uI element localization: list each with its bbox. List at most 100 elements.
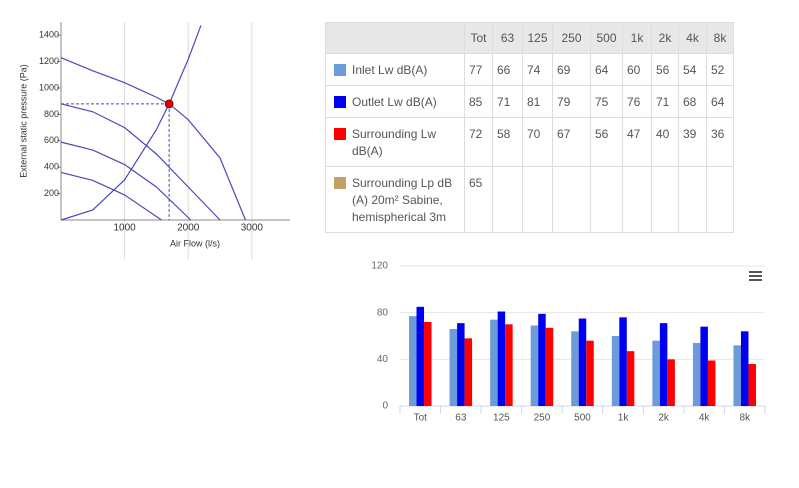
empty-cell	[678, 166, 707, 233]
row-label-cell: Inlet Lw dB(A)	[325, 53, 465, 86]
value-cell: 77	[464, 53, 493, 86]
x-tick-label: 8k	[739, 413, 751, 424]
value-cell: 79	[552, 85, 591, 118]
y-tick-label: 1200	[39, 56, 59, 66]
x-tick-label: 3000	[241, 223, 264, 234]
value-cell: 65	[464, 166, 493, 233]
table-row: Surrounding Lw dB(A) 72 58 70 67 56 47 40 39 36	[325, 117, 734, 167]
bar	[586, 340, 594, 406]
empty-cell	[552, 166, 591, 233]
value-cell: 75	[590, 85, 623, 118]
value-cell: 64	[590, 53, 623, 86]
bar	[571, 331, 579, 406]
bar	[626, 351, 635, 406]
bar	[611, 336, 620, 406]
x-tick-label: 63	[455, 413, 467, 424]
value-cell: 56	[651, 53, 679, 86]
sound-table: Tot 63 125 250 500 1k 2k 4k 8k Inlet Lw dB(A) 77 66…	[325, 22, 734, 233]
x-tick-label: 4k	[699, 413, 711, 424]
x-tick-label: 250	[534, 413, 551, 424]
x-tick-label: 500	[574, 413, 591, 424]
empty-cell	[651, 166, 679, 233]
bar	[464, 338, 473, 406]
bar	[545, 327, 554, 406]
bar	[652, 340, 660, 406]
value-cell: 71	[492, 85, 523, 118]
value-cell: 69	[552, 53, 591, 86]
curve	[60, 57, 247, 221]
bar	[667, 359, 675, 406]
header-cell: 1k	[622, 22, 652, 54]
value-cell: 85	[464, 85, 493, 118]
bar	[409, 316, 417, 406]
header-cell: 8k	[706, 22, 734, 54]
row-label-text: Inlet Lw dB(A)	[352, 63, 428, 77]
header-cell: 4k	[678, 22, 707, 54]
row-label: Outlet Lw dB(A)	[334, 94, 456, 111]
bar	[538, 313, 546, 406]
color-swatch	[334, 177, 346, 189]
empty-cell	[492, 166, 523, 233]
value-cell: 76	[622, 85, 652, 118]
value-cell: 68	[678, 85, 707, 118]
value-cell: 81	[522, 85, 553, 118]
curve	[60, 25, 202, 221]
y-tick-label: 40	[377, 354, 389, 365]
empty-cell	[522, 166, 553, 233]
curve	[60, 141, 192, 221]
value-cell: 64	[706, 85, 734, 118]
bar	[733, 345, 741, 406]
table-row: Surrounding Lp dB (A) 20m² Sabine, hemis…	[325, 166, 734, 233]
bar	[619, 317, 627, 406]
header-cell: 500	[590, 22, 623, 54]
y-tick-label: 80	[377, 307, 389, 318]
bar	[505, 324, 513, 406]
row-label-text: Surrounding Lp dB (A) 20m² Sabine, hemis…	[352, 176, 453, 224]
y-tick-label: 0	[382, 401, 388, 412]
color-swatch	[334, 96, 346, 108]
value-cell: 67	[552, 117, 591, 167]
header-cell: 250	[552, 22, 591, 54]
header-row: Tot 63 125 250 500 1k 2k 4k 8k	[325, 22, 734, 54]
header-cell: 63	[492, 22, 523, 54]
y-tick-label: 600	[44, 135, 59, 145]
bar-menu[interactable]	[749, 271, 762, 281]
table-row: Inlet Lw dB(A) 77 66 74 69 64 60 56 54 52	[325, 53, 734, 86]
bar	[578, 318, 587, 406]
operating-point	[164, 99, 174, 109]
row-label-text: Outlet Lw dB(A)	[352, 95, 437, 109]
bar	[692, 343, 701, 406]
empty-cell	[706, 166, 734, 233]
row-label-cell: Surrounding Lw dB(A)	[325, 117, 465, 167]
y-tick-label: 120	[371, 261, 388, 272]
value-cell: 72	[464, 117, 493, 167]
header-cell: 2k	[651, 22, 679, 54]
curve	[60, 171, 162, 221]
row-label: Surrounding Lw dB(A)	[334, 126, 456, 160]
x-tick-label: 1k	[618, 413, 630, 424]
color-swatch	[334, 128, 346, 140]
header-cell	[325, 22, 465, 54]
menu-bar	[749, 279, 762, 281]
header-cell: 125	[522, 22, 553, 54]
bar	[707, 360, 716, 406]
table-row: Outlet Lw dB(A) 85 71 81 79 75 76 71 68 64	[325, 85, 734, 118]
y-tick-label: 800	[44, 109, 59, 119]
x-tick-label: 125	[493, 413, 510, 424]
bar	[659, 323, 668, 406]
bar	[530, 325, 539, 406]
bar	[424, 322, 432, 406]
value-cell: 47	[622, 117, 652, 167]
empty-cell	[622, 166, 652, 233]
value-cell: 66	[492, 53, 523, 86]
value-cell: 52	[706, 53, 734, 86]
y-tick-label: 400	[44, 162, 59, 172]
bar	[416, 306, 425, 406]
row-label-cell: Surrounding Lp dB (A) 20m² Sabine, hemis…	[325, 166, 465, 233]
bar	[740, 331, 749, 406]
menu-bar	[749, 275, 762, 277]
y-tick-label: 1000	[39, 82, 59, 92]
value-cell: 70	[522, 117, 553, 167]
empty-cell	[590, 166, 623, 233]
